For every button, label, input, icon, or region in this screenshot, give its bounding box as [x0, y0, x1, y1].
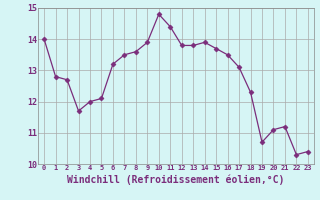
X-axis label: Windchill (Refroidissement éolien,°C): Windchill (Refroidissement éolien,°C) [67, 174, 285, 185]
